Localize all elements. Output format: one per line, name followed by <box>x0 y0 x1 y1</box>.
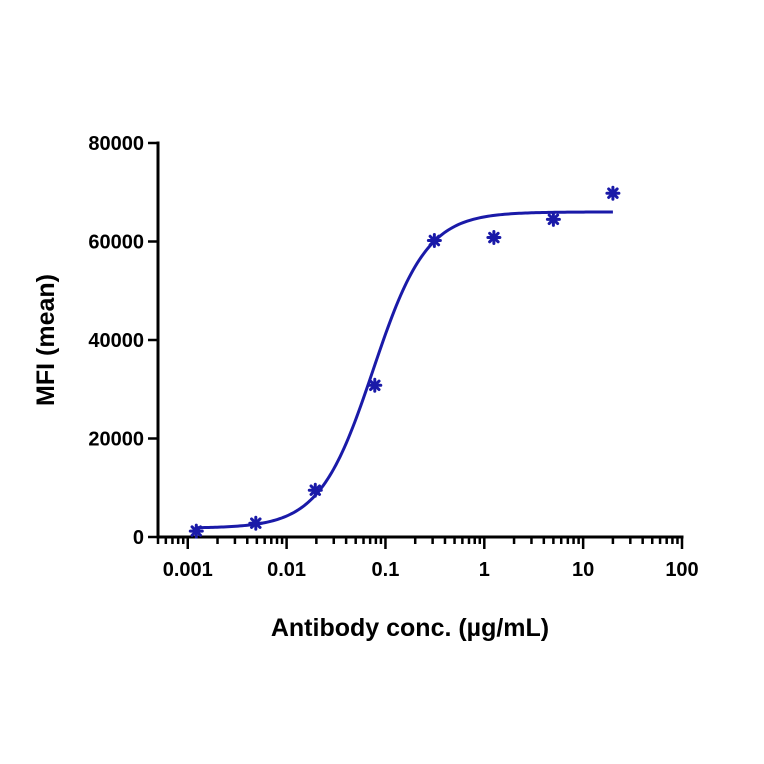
y-tick-label: 80000 <box>88 133 144 155</box>
x-tick-label: 10 <box>572 559 594 581</box>
x-tick-label: 100 <box>665 559 698 581</box>
data-point <box>426 233 442 249</box>
data-point <box>605 185 621 201</box>
data-point <box>545 211 561 227</box>
data-point <box>188 523 204 539</box>
x-axis: 0.001 0.01 0.1 1 10 100 <box>156 535 699 581</box>
data-point <box>248 515 264 531</box>
y-axis-title: MFI (mean) <box>32 274 60 406</box>
fit-curve <box>196 210 613 530</box>
x-tick-label: 0.1 <box>372 559 400 581</box>
data-point <box>367 377 383 393</box>
y-tick-label: 40000 <box>88 330 144 352</box>
data-point <box>486 230 502 246</box>
y-tick-label: 60000 <box>88 232 144 254</box>
x-tick-label: 0.001 <box>163 559 213 581</box>
x-axis-title: Antibody conc. (µg/mL) <box>271 614 549 642</box>
x-tick-label: 1 <box>479 559 490 581</box>
y-tick-label: 0 <box>133 527 144 549</box>
y-tick-label: 20000 <box>88 429 144 451</box>
data-points <box>188 185 621 539</box>
x-tick-label: 0.01 <box>267 559 306 581</box>
y-axis: 0 20000 40000 60000 80000 <box>88 133 160 549</box>
data-point <box>307 482 323 498</box>
